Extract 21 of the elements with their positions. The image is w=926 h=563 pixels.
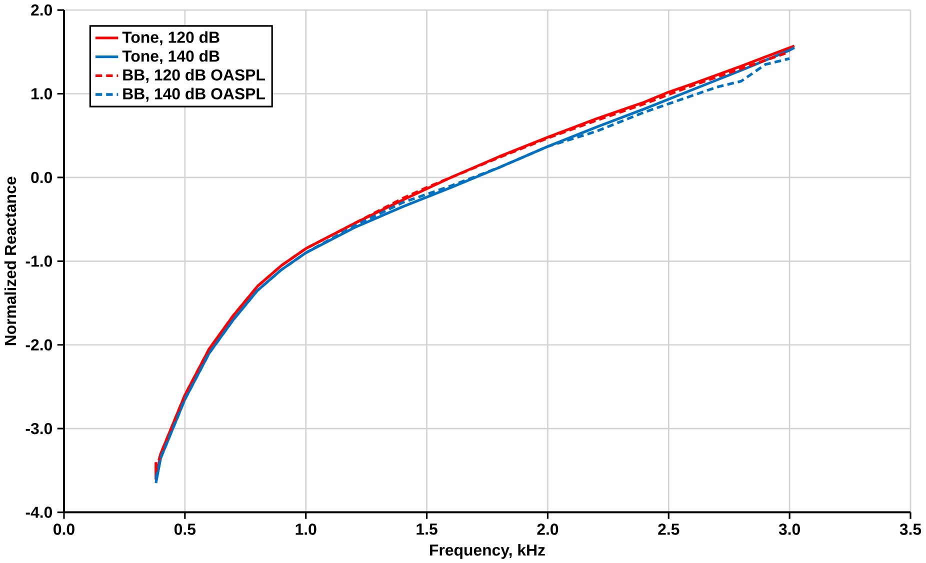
- x-tick-label: 1.0: [296, 523, 316, 535]
- y-tick-label: -3.0: [26, 422, 52, 434]
- x-tick-label: 2.0: [537, 523, 558, 535]
- legend-label: Tone, 120 dB: [122, 31, 220, 46]
- y-tick-label: 2.0: [31, 4, 52, 16]
- y-tick-label: 1.0: [32, 88, 52, 100]
- y-tick-label: -2.0: [26, 339, 52, 350]
- x-tick-label: 0.0: [54, 523, 74, 535]
- x-tick-label: 3.0: [778, 523, 800, 535]
- legend-label: BB, 140 dB OASPL: [123, 88, 265, 102]
- x-tick-label: 2.5: [658, 523, 680, 535]
- legend-label: Tone, 140 dB: [122, 50, 220, 64]
- x-tick-label: 0.5: [174, 523, 196, 535]
- y-tick-label: 0.0: [31, 172, 52, 183]
- legend-label: BB, 120 dB OASPL: [123, 68, 265, 83]
- x-tick-label: 3.5: [900, 523, 922, 535]
- y-tick-label: -1.0: [26, 255, 52, 267]
- x-axis-title: Frequency, kHz: [430, 544, 545, 559]
- y-tick-label: -4.0: [26, 506, 52, 518]
- x-tick-label: 1.5: [416, 523, 438, 535]
- y-axis-title: Normalized Reactance: [4, 176, 16, 345]
